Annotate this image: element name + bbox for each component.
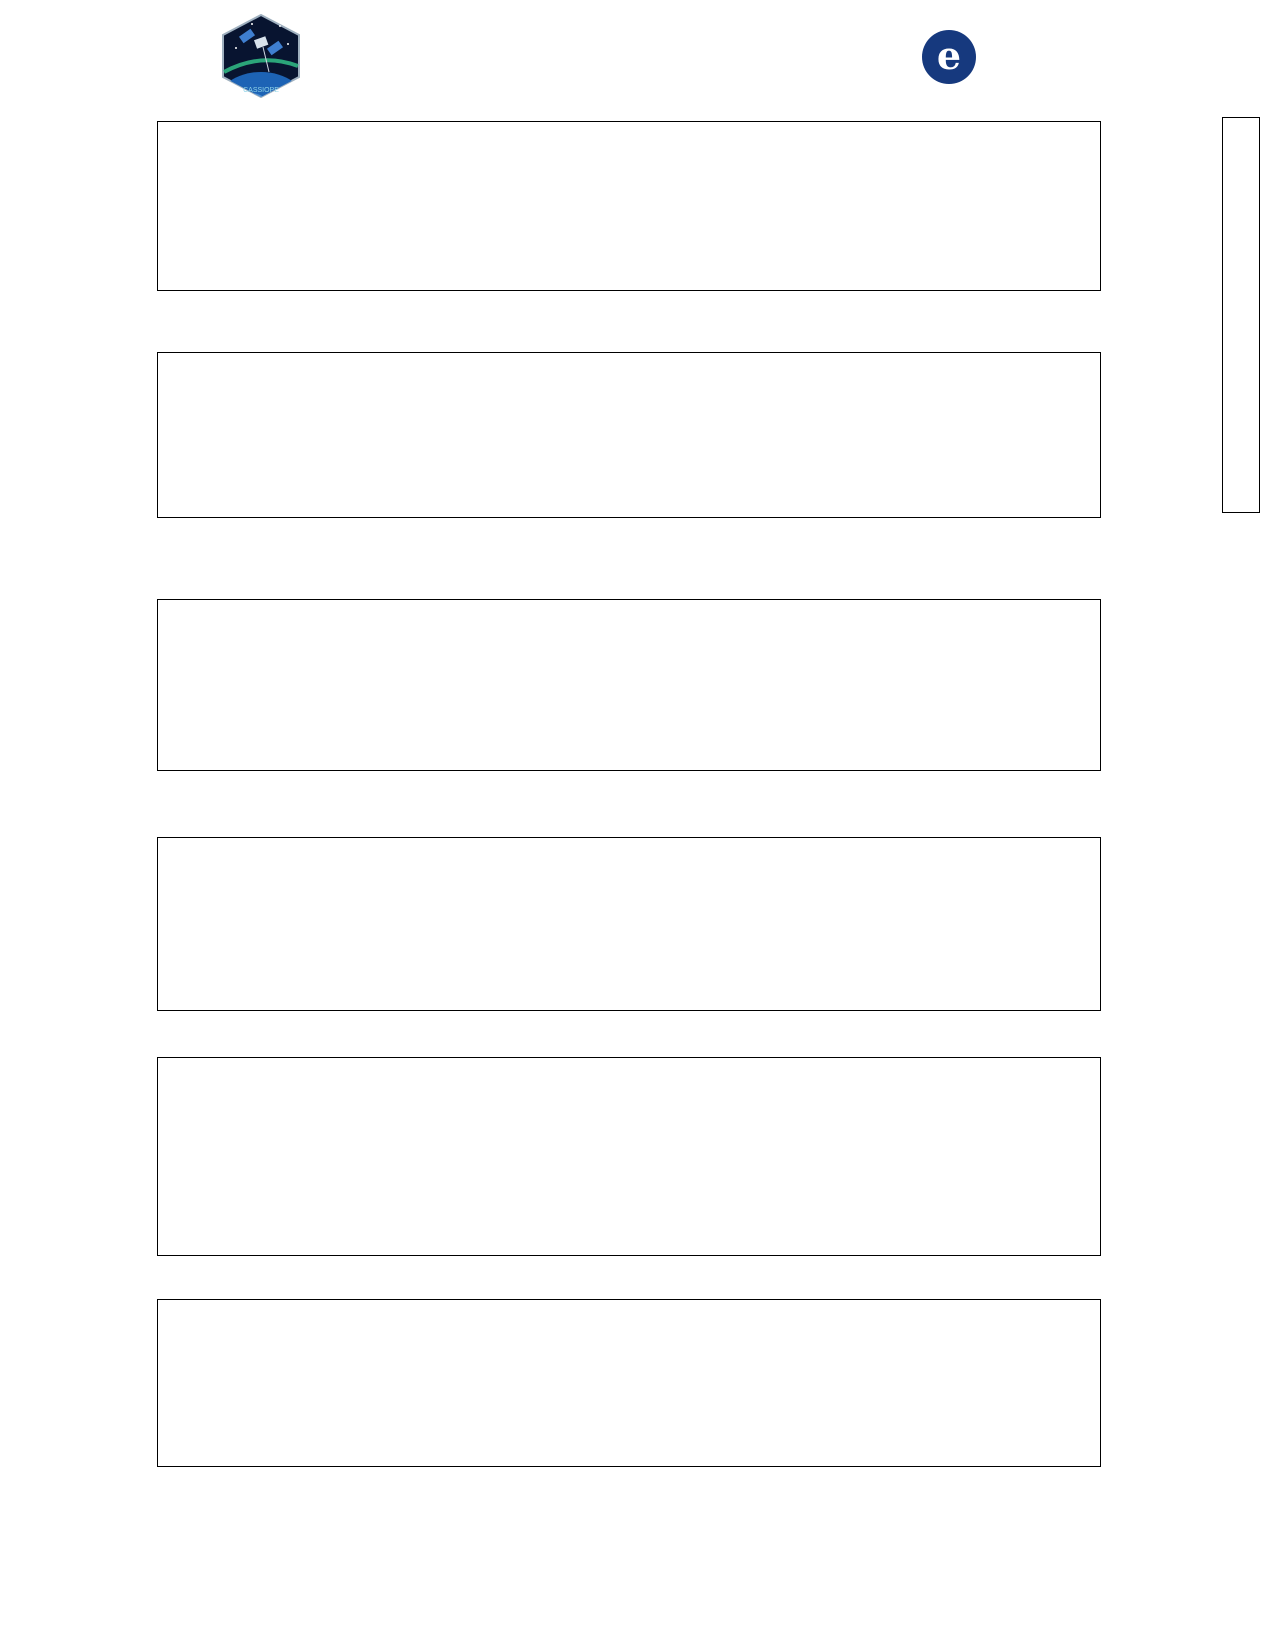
- total-field-panel: [157, 599, 1101, 771]
- colorbar-label: [1155, 195, 1181, 435]
- colorbar: [1222, 117, 1260, 513]
- model-measured-panel: [157, 837, 1101, 1011]
- temperature-canvas: [158, 1058, 1100, 1255]
- model-measured-canvas: [158, 838, 1100, 1010]
- colorbar-canvas: [1223, 118, 1259, 512]
- temperature-panel: [157, 1057, 1101, 1256]
- inboard-spectrogram-panel: [157, 352, 1101, 518]
- outboard-spectrogram-canvas: [158, 122, 1100, 290]
- esa-globe-icon: e: [922, 30, 976, 84]
- cassiope-label: CASSIOPE: [243, 87, 279, 94]
- cassiope-mission-patch: CASSIOPE: [222, 13, 300, 103]
- voltage-panel: [157, 1299, 1101, 1467]
- esa-logo: e: [922, 30, 978, 84]
- inboard-spectrogram-canvas: [158, 353, 1100, 517]
- total-field-canvas: [158, 600, 1100, 770]
- outboard-spectrogram-panel: [157, 121, 1101, 291]
- voltage-canvas: [158, 1300, 1100, 1466]
